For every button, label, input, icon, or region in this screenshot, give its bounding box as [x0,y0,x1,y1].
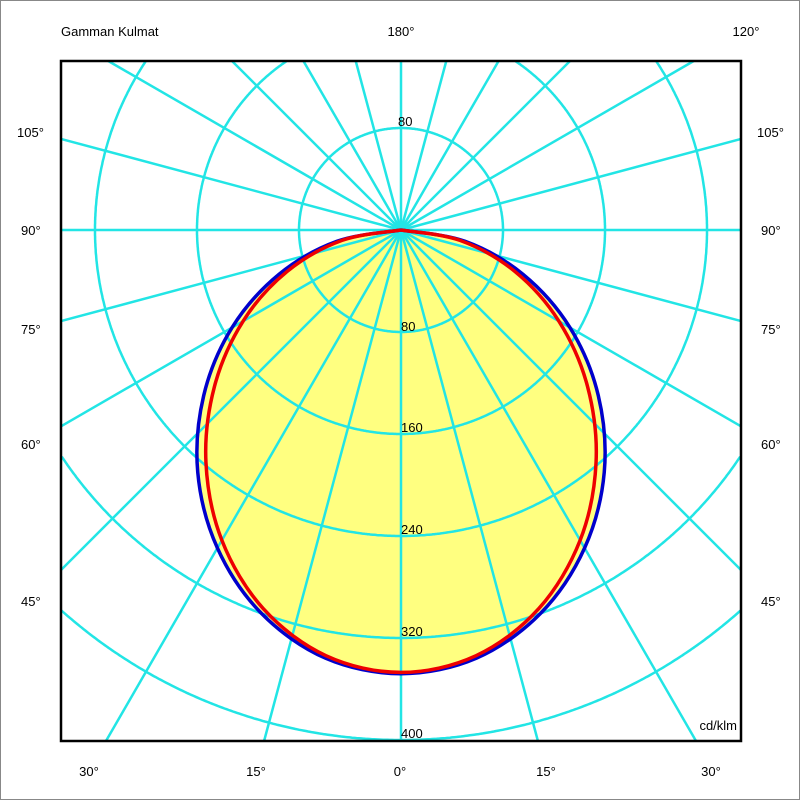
angle-label-bottom: 15° [536,764,556,779]
grid-spoke [400,59,695,232]
grid-spoke [104,229,403,742]
ring-label: 320 [401,624,423,639]
grid-spoke [262,229,403,742]
angle-label-right: 60° [761,437,781,452]
angle-label-left: 60° [21,437,41,452]
grid-spoke [399,229,698,742]
gamma-angle-title: Gamman Kulmat [61,24,159,39]
grid-spoke [354,60,403,231]
grid-spoke [107,59,402,232]
angle-label-right: 45° [761,594,781,609]
grid-spoke [231,60,402,231]
angle-label-top: 180° [388,24,415,39]
ring-label: 80 [401,319,415,334]
grid-spoke [400,137,742,232]
angle-label-bottom: 30° [701,764,721,779]
grid-ring [60,609,742,742]
ring-label: 240 [401,522,423,537]
ring-label-upper: 80 [398,114,412,129]
grid-spoke [60,229,402,571]
angle-label-left: 90° [21,223,41,238]
angle-label-left: 45° [21,594,41,609]
grid-spoke [400,228,742,323]
angle-label-right: 75° [761,322,781,337]
angle-label-right: 90° [761,223,781,238]
ring-label: 160 [401,420,423,435]
angle-label-right: 105° [757,125,784,140]
grid-spoke [60,228,402,323]
grid-ring [93,60,709,538]
grid-spoke [399,60,500,231]
angle-label-left: 105° [17,125,44,140]
unit-label: cd/klm [699,718,737,733]
grid-spoke [400,229,742,571]
plot-frame [59,59,743,743]
grid-spoke [399,60,448,231]
grid-spoke [400,60,571,231]
angle-label-left: 75° [21,322,41,337]
ring-label: 400 [401,726,423,741]
grid-spoke [302,60,403,231]
grid-ring [195,60,607,436]
grid-ring [60,456,742,640]
angle-label-bottom: 15° [246,764,266,779]
angle-label-bottom: 0° [394,764,406,779]
angle-label-bottom: 30° [79,764,99,779]
intensity-curve-2 [203,228,599,675]
grid-spoke [399,229,540,742]
grid-spoke [60,137,402,232]
angle-label-top: 120° [733,24,760,39]
